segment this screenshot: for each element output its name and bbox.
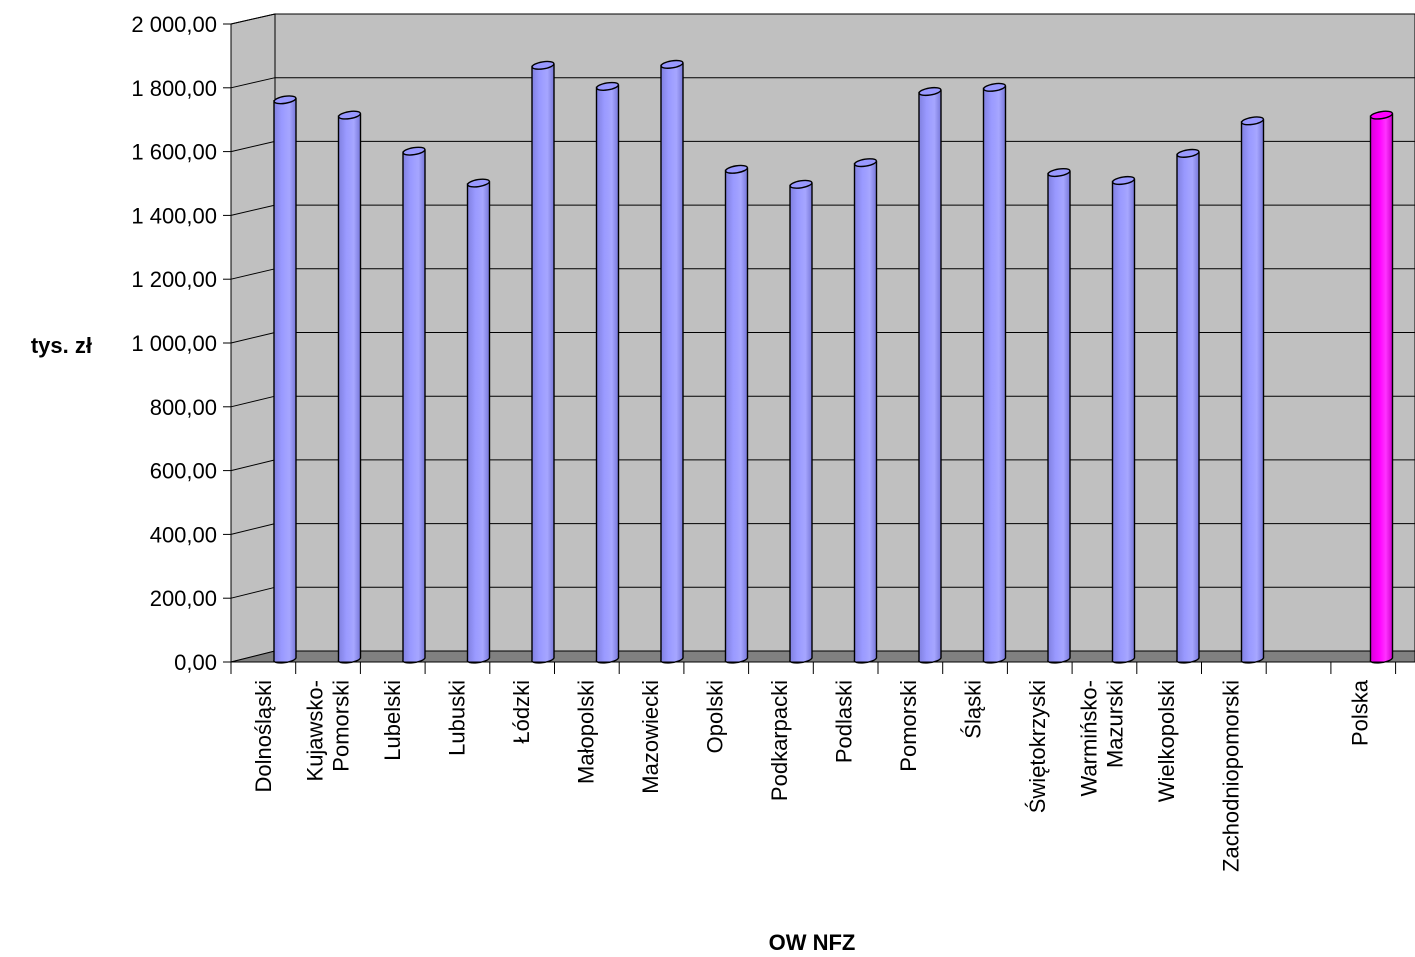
bar-top [1240, 116, 1265, 126]
y-tick-label: 1 400,00 [131, 203, 217, 228]
gridline-side [230, 523, 276, 535]
bar [853, 158, 878, 664]
gridline-side [230, 140, 276, 153]
bar-body [273, 98, 297, 664]
bar-top [789, 179, 813, 189]
bar-body [466, 181, 491, 664]
x-tick-label: Lubelski [380, 680, 405, 761]
bar-top [1176, 148, 1200, 158]
y-tick-label: 800,00 [150, 395, 217, 420]
bar-top [918, 86, 942, 97]
x-tick-label: Polska [1348, 679, 1373, 746]
y-axis: 0,00 200,00 400,00 600,00 800,00 1 000,00 1 20… [131, 12, 232, 675]
x-tick-label: Pomorski [329, 680, 354, 772]
bar-top [595, 81, 620, 91]
x-tick-label: Łódzki [509, 680, 534, 744]
bar [982, 82, 1007, 664]
x-tick-label: Mazurski [1103, 680, 1128, 768]
bar [595, 81, 620, 664]
bar-body [724, 167, 749, 664]
bar-body [595, 84, 620, 664]
bar [1047, 167, 1071, 664]
bar-body [1111, 178, 1136, 664]
x-tick-label: Podkarpacki [767, 680, 792, 801]
bar-body [982, 85, 1007, 664]
bar [1111, 175, 1136, 664]
gridline-side [230, 204, 276, 216]
bar-top [853, 158, 878, 168]
gridline-side [230, 395, 276, 408]
gridline-side [230, 13, 276, 25]
y-tick-label: 1 200,00 [131, 267, 217, 292]
gridline-side [230, 586, 276, 599]
bar [724, 164, 749, 664]
bar [789, 179, 813, 664]
x-tick-label: Dolnośląski [251, 680, 276, 793]
bar-top [273, 95, 297, 105]
x-tick-label: Wielkopolski [1154, 680, 1179, 802]
bar-body [789, 182, 813, 664]
bar-top [982, 82, 1007, 92]
y-axis-title: tys. zł [31, 333, 92, 358]
bar [466, 178, 491, 664]
x-tick-label: Warmińsko- [1077, 680, 1102, 797]
y-tick-label: 1 000,00 [131, 331, 217, 356]
y-tick-label: 400,00 [150, 522, 217, 547]
bar [402, 146, 426, 664]
bar-top [660, 59, 684, 69]
bar-top [531, 60, 555, 70]
x-tick-label: Podlaski [832, 680, 857, 763]
bar-top [1369, 110, 1394, 120]
bar-body [531, 63, 555, 664]
y-tick-label: 200,00 [150, 586, 217, 611]
bar [337, 110, 362, 664]
x-tick-label: Śląski [961, 680, 986, 739]
bar [531, 60, 555, 664]
x-tick-label: Małopolski [574, 680, 599, 784]
x-tick-label: Świętokrzyski [1025, 680, 1050, 813]
bar-body [337, 113, 362, 664]
x-tick-label: Pomorski [896, 680, 921, 772]
x-tick-label: Zachodniopomorski [1219, 680, 1244, 872]
y-tick-label: 0,00 [174, 650, 217, 675]
bar-top [337, 110, 362, 120]
bar-body [660, 62, 684, 664]
x-axis-title: OW NFZ [769, 930, 856, 955]
bar [273, 95, 297, 664]
x-tick-label: Mazowiecki [638, 680, 663, 794]
gridline-side [230, 459, 276, 472]
x-tick-label: Kujawsko- [303, 680, 328, 781]
bar [918, 86, 942, 664]
bar [1369, 110, 1394, 664]
gridline-side [230, 332, 276, 344]
y-tick-label: 2 000,00 [131, 12, 217, 37]
bar-body [918, 89, 942, 664]
bar [1240, 116, 1265, 664]
y-tick-label: 1 600,00 [131, 140, 217, 165]
bar-body [853, 160, 878, 664]
bar-top [724, 164, 749, 174]
x-tick-label: Lubuski [445, 680, 470, 756]
x-tick-label: Opolski [703, 680, 728, 753]
bar-body [1176, 151, 1200, 664]
bars [273, 59, 1394, 664]
x-axis: Dolnośląski Kujawsko- Pomorski Lubelski Lubu… [230, 661, 1415, 872]
bar-top [1047, 167, 1071, 178]
bar [660, 59, 684, 664]
y-tick-label: 600,00 [150, 459, 217, 484]
gridline-side [230, 77, 276, 89]
bar-top [466, 178, 491, 188]
bar [1176, 148, 1200, 664]
bar-body [1369, 113, 1394, 664]
bar-body [1047, 170, 1071, 664]
gridlines [230, 13, 1415, 599]
bar-top [1111, 175, 1136, 186]
bar-body [1240, 119, 1265, 664]
gridline-side [230, 268, 276, 280]
bar-body [402, 149, 426, 664]
y-tick-label: 1 800,00 [131, 76, 217, 101]
bar-top [402, 146, 426, 156]
